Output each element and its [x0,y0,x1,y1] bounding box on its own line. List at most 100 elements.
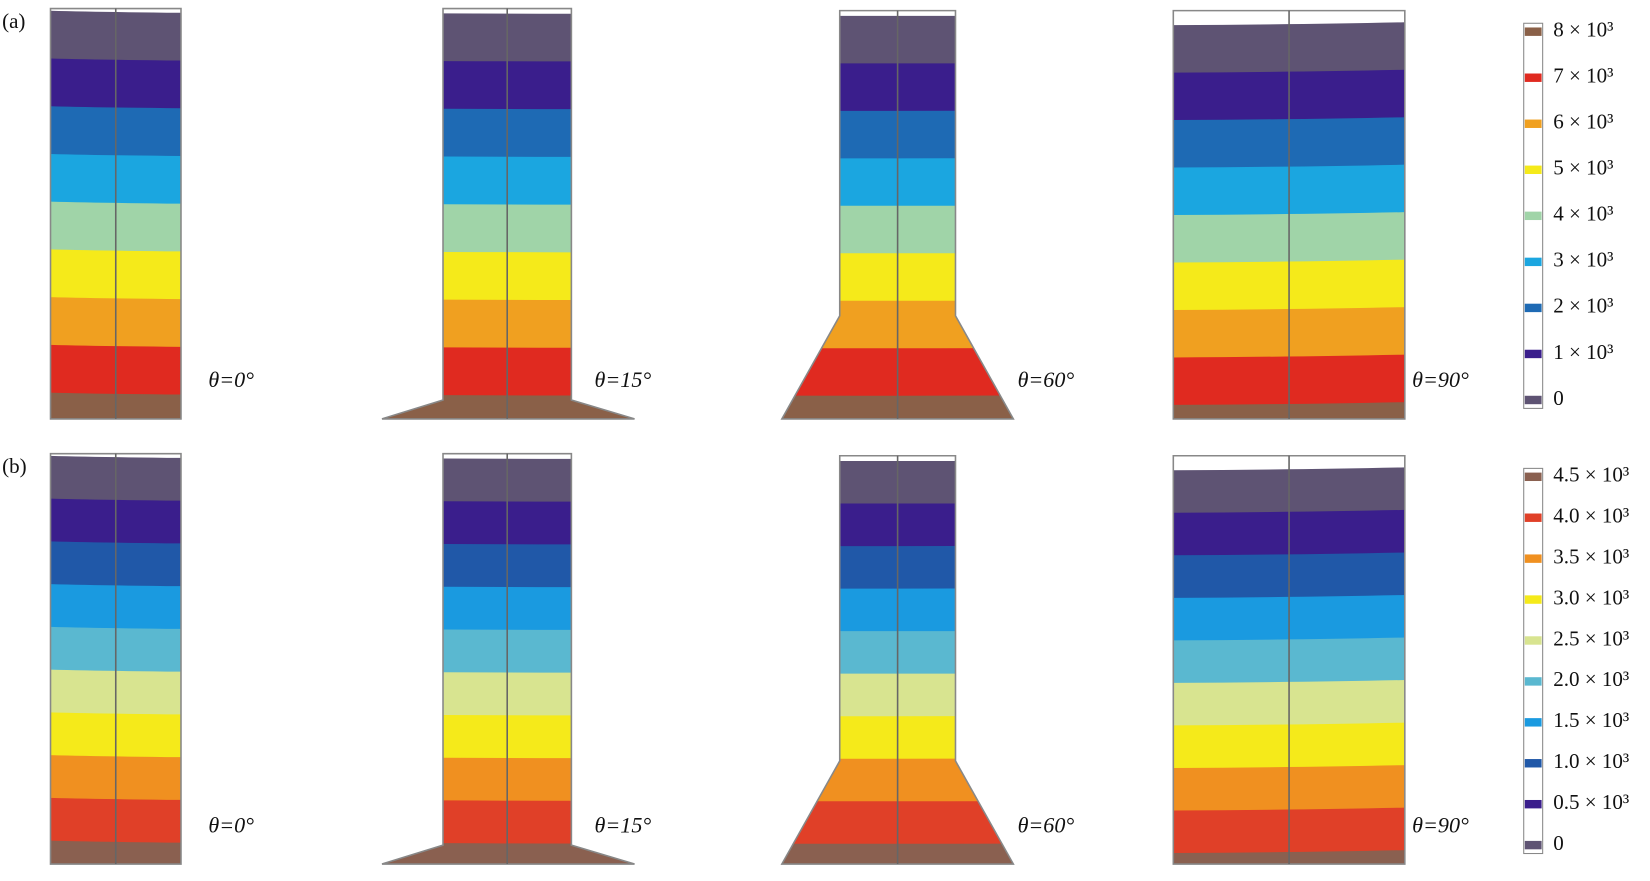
colorbar-label: 3.0 × 10³ [1553,585,1629,609]
contour-band [1173,838,1405,865]
colorbar-swatch [1524,165,1542,175]
contour-band [1173,153,1405,217]
colorbar-label: 2.0 × 10³ [1553,667,1629,691]
colorbar-swatch [1524,513,1542,522]
contour-band [1173,796,1405,855]
contour-band [1173,342,1405,407]
colorbar-swatch [1524,759,1542,768]
colorbar-label: 4.5 × 10³ [1553,463,1629,487]
colorbar-label: 2.5 × 10³ [1553,626,1629,650]
colorbar-swatch [1524,554,1542,563]
contour-band [781,625,1014,675]
contour-band [781,295,1014,350]
colorbar-frame [1523,467,1544,855]
colorbar-swatch [1524,677,1542,686]
plot-outline [1172,454,1406,865]
colorbar-label: 3.5 × 10³ [1553,544,1629,568]
colorbar-swatch [1524,840,1542,850]
contour-band [781,200,1014,255]
colorbar-swatch [1524,349,1542,359]
contour-band [1173,753,1405,812]
contour-band [781,838,1014,865]
angle-label: θ=90° [1412,812,1469,837]
colorbar-swatch [1524,595,1542,604]
contour-band [781,105,1014,160]
colorbar-label: 4.0 × 10³ [1553,504,1629,528]
colorbar-swatch [1524,718,1542,727]
colorbar-label: 2 × 10³ [1553,294,1613,318]
contour-band [781,668,1014,718]
plot-outline [381,7,635,420]
contour-band [781,498,1014,548]
contour-band [781,583,1014,633]
contour-band [1173,583,1405,642]
contour-band [1173,200,1405,264]
angle-label: θ=60° [1018,367,1075,392]
angle-label: θ=60° [1018,812,1075,837]
colorbar-label: 0 [1553,386,1564,410]
contour-plot [781,10,1014,419]
colorbar-swatch [1524,257,1542,267]
plot-outline [780,9,1015,420]
colorbar-label: 3 × 10³ [1553,248,1613,272]
contour-band [781,796,1014,845]
contour-band [781,10,1014,65]
contour-band [1173,295,1405,359]
colorbar-swatch [1524,472,1542,482]
plot-outline [780,454,1015,865]
contour-band [1173,58,1405,122]
plot-outline [49,7,182,420]
angle-label: θ=0° [208,812,254,837]
contour-band [781,540,1014,590]
plot-outline [381,452,635,865]
contour-band [1173,625,1405,685]
contour-band [781,455,1014,505]
contour-band [781,710,1014,760]
colorbar-label: 1 × 10³ [1553,340,1613,364]
colorbar-swatch [1524,27,1542,36]
colorbar-label: 8 × 10³ [1553,18,1613,42]
colorbar-label: 7 × 10³ [1553,64,1613,88]
contour-band [1173,455,1405,515]
colorbar-label: 4 × 10³ [1553,202,1613,226]
colorbar-label: 0 [1553,831,1564,855]
colorbar-swatch [1524,119,1542,128]
contour-band [1173,390,1405,419]
angle-label: θ=15° [595,812,652,837]
contour-band [781,342,1014,397]
plot-outline [1172,9,1406,420]
plot-outline [49,452,182,865]
contour-plot [781,455,1014,865]
contour-plot [1173,455,1405,865]
contour-band [781,753,1014,803]
colorbar-label: 1.0 × 10³ [1553,749,1629,773]
colorbar-label: 6 × 10³ [1553,110,1613,134]
colorbar-label: 0.5 × 10³ [1553,790,1629,814]
colorbar-swatch [1524,636,1542,645]
contour-band [1173,540,1405,600]
colorbar-swatch [1524,395,1542,405]
contour-plot [1173,10,1405,419]
colorbar-label: 5 × 10³ [1553,156,1613,180]
contour-band [781,390,1014,419]
contour-band [781,153,1014,207]
contour-band [1173,248,1405,312]
contour-band [781,248,1014,302]
contour-band [1173,710,1405,770]
colorbar-label: 1.5 × 10³ [1553,708,1629,732]
panel-label: (a) [2,9,25,33]
colorbar-swatch [1524,799,1542,809]
colorbar-swatch [1524,303,1542,313]
colorbar-swatch [1524,211,1542,221]
contour-band [1173,105,1405,169]
colorbar-swatch [1524,73,1542,82]
angle-label: θ=90° [1412,367,1469,392]
angle-label: θ=15° [595,367,652,392]
contour-band [781,58,1014,112]
contour-band [1173,668,1405,727]
contour-band [1173,10,1405,74]
angle-label: θ=0° [208,367,254,392]
panel-label: (b) [2,454,27,478]
contour-band [1173,498,1405,557]
